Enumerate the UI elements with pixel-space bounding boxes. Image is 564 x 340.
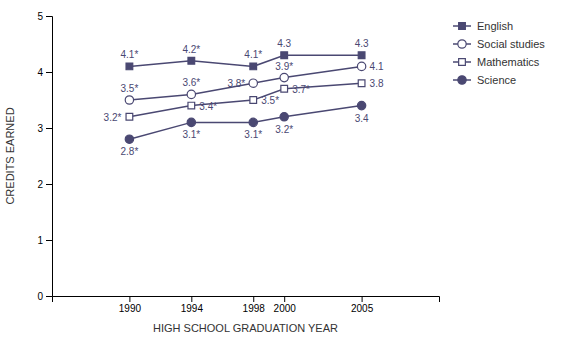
series-marker (357, 62, 365, 70)
x-tick-mark (284, 296, 285, 302)
series-marker (250, 97, 257, 104)
legend-swatch-marker (458, 76, 466, 84)
data-label: 3.8* (227, 78, 245, 89)
y-tick-mark (46, 16, 52, 17)
data-label: 3.1* (244, 129, 262, 140)
data-label: 4.1* (121, 49, 139, 60)
chart: 1990 1994 1998 2000 2005 0 1 2 3 4 5 HIGH SCHOOL GR… (0, 0, 564, 340)
series-marker (125, 135, 133, 143)
series-marker (280, 73, 288, 81)
data-label: 3.7* (292, 84, 310, 95)
y-tick-label: 2 (37, 179, 43, 190)
data-label: 3.5* (261, 95, 279, 106)
y-tick: 4 (37, 67, 52, 78)
legend-swatch-marker (459, 23, 466, 30)
x-tick-label: 1994 (181, 303, 204, 314)
y-tick-label: 4 (37, 67, 43, 78)
legend-label: Mathematics (477, 56, 540, 68)
data-label: 3.8 (370, 78, 384, 89)
x-tick-mark (253, 296, 254, 302)
x-tick-mark (191, 296, 192, 302)
x-axis-title: HIGH SCHOOL GRADUATION YEAR (153, 322, 338, 334)
x-axis-line (53, 297, 440, 303)
series-line (129, 66, 361, 100)
y-tick-mark (46, 72, 52, 73)
x-tick: 1990 (119, 296, 142, 314)
y-tick-mark (46, 296, 52, 297)
data-label: 3.2* (104, 112, 122, 123)
series-marker (188, 57, 195, 64)
series-marker (357, 101, 365, 109)
x-tick: 1994 (181, 296, 204, 314)
y-tick-label: 1 (37, 235, 43, 246)
data-label: 3.6* (182, 77, 200, 88)
series-marker (188, 102, 195, 109)
data-labels: 4.1* 4.2* 4.1* 4.3 4.3 3.5* 3.6* 3.8* 3.9* 4.1 3.2… (104, 38, 384, 157)
x-tick-mark (129, 296, 130, 302)
series-marker (126, 113, 133, 120)
y-tick-label: 0 (37, 291, 43, 302)
series-marker (358, 52, 365, 59)
plot-area (125, 52, 366, 144)
x-tick-label: 2005 (351, 303, 374, 314)
legend-label: English (477, 20, 513, 32)
series-marker (126, 63, 133, 70)
y-tick: 2 (37, 179, 52, 190)
series-line (129, 83, 361, 117)
data-label: 3.2* (275, 124, 293, 135)
series-marker (358, 80, 365, 87)
data-label: 3.1* (182, 129, 200, 140)
series-marker (281, 52, 288, 59)
legend: English Social studies Mathematics Science (453, 20, 545, 86)
y-tick-mark (46, 128, 52, 129)
legend-item: English (453, 20, 513, 32)
y-tick-label: 5 (37, 11, 43, 22)
data-label: 4.1 (370, 61, 384, 72)
y-tick: 3 (37, 123, 52, 134)
series-marker (281, 85, 288, 92)
legend-swatch-marker (458, 40, 466, 48)
y-axis-line (46, 17, 53, 297)
series-marker (249, 118, 257, 126)
series-marker (187, 90, 195, 98)
data-label: 3.9* (275, 61, 293, 72)
legend-label: Science (477, 74, 516, 86)
legend-item: Social studies (453, 38, 545, 50)
data-label: 4.3 (355, 38, 369, 49)
y-tick-label: 3 (37, 123, 43, 134)
y-axis-title: CREDITS EARNED (4, 107, 16, 204)
y-tick: 1 (37, 235, 52, 246)
data-label: 3.4* (199, 101, 217, 112)
y-tick-mark (46, 184, 52, 185)
x-tick-label: 1998 (243, 303, 266, 314)
x-tick-label: 2000 (274, 303, 297, 314)
series-marker (187, 118, 195, 126)
series-marker (280, 113, 288, 121)
series-marker (250, 63, 257, 70)
legend-swatch-marker (459, 59, 466, 66)
x-tick: 2005 (351, 296, 374, 314)
data-label: 4.2* (182, 44, 200, 55)
series-marker (125, 96, 133, 104)
data-label: 3.4 (355, 113, 369, 124)
x-tick: 1998 (243, 296, 266, 314)
data-label: 3.5* (121, 83, 139, 94)
data-label: 4.3 (277, 38, 291, 49)
x-axis: 1990 1994 1998 2000 2005 (53, 296, 440, 314)
legend-label: Social studies (477, 38, 545, 50)
y-tick: 0 (37, 291, 52, 302)
y-tick-mark (46, 240, 52, 241)
legend-item: Science (453, 74, 516, 86)
x-tick-mark (362, 296, 363, 302)
data-label: 2.8* (121, 146, 139, 157)
y-tick: 5 (37, 11, 52, 22)
y-axis: 0 1 2 3 4 5 (37, 11, 52, 302)
legend-item: Mathematics (453, 56, 540, 68)
series-marker (249, 79, 257, 87)
x-tick-label: 1990 (119, 303, 142, 314)
x-tick: 2000 (274, 296, 297, 314)
data-label: 4.1* (244, 49, 262, 60)
